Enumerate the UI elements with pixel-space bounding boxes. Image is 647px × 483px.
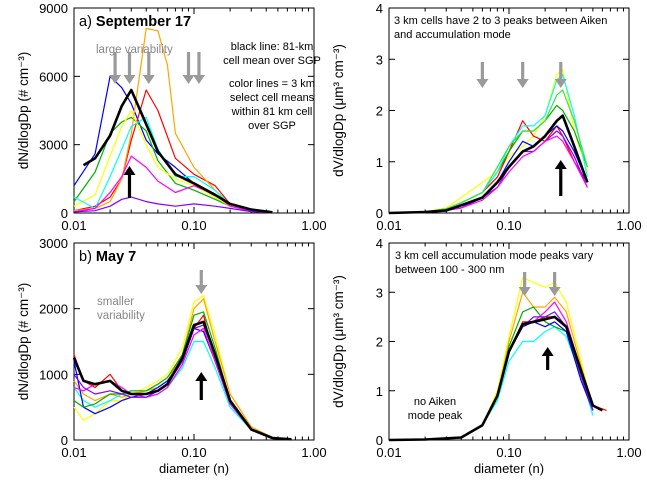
annotation-text: large variability <box>96 44 173 56</box>
series-line-3km <box>73 196 273 214</box>
annotation-text: no Aiken <box>414 396 456 408</box>
annotation-text: 3 km cells have 2 to 3 peaks between Aik… <box>394 15 607 27</box>
annotation-text: and accumulation mode <box>394 29 511 41</box>
x-tick-label: 0.10 <box>496 445 521 460</box>
gray-arrow-icon <box>142 52 155 84</box>
gray-arrow-icon <box>548 272 561 296</box>
gray-arrow-icon <box>554 62 567 88</box>
chart-panel-c: 0.01 0.10 1.00 0 1000 2000 3000 dN/dlogDp (# cm… <box>16 236 327 476</box>
annotation-text: cell mean over SGP <box>223 55 321 67</box>
annotation-text: within 81 km cell <box>231 106 313 118</box>
series-line-3km <box>388 326 594 441</box>
series-line-3km <box>388 89 588 214</box>
annotation-text: over SGP <box>248 120 296 132</box>
mean-line-81km <box>82 88 273 214</box>
y-tick-label: 2 <box>376 104 383 119</box>
x-axis-label: diameter (n) <box>159 461 229 476</box>
x-tick-label: 0.01 <box>61 445 86 460</box>
annotation-text: between 100 - 300 nm <box>395 264 504 276</box>
y-tick-label: 0 <box>61 206 68 221</box>
y-axis-label: dV/dlogDp (μm³ cm⁻³) <box>331 44 346 177</box>
series-line-3km <box>388 130 588 214</box>
y-tick-label: 3 <box>376 285 383 300</box>
y-tick-label: 3000 <box>39 138 68 153</box>
y-tick-label: 1000 <box>39 367 68 382</box>
y-tick-label: 3000 <box>39 236 68 251</box>
black-arrow-icon <box>541 347 554 370</box>
series-group <box>388 276 607 442</box>
y-tick-label: 0 <box>376 433 383 448</box>
x-tick-label: 0.01 <box>376 445 401 460</box>
series-line-3km <box>73 155 273 214</box>
black-arrow-icon <box>123 166 136 198</box>
x-tick-label: 1.00 <box>616 445 641 460</box>
x-tick-label: 0.10 <box>181 218 206 233</box>
panel-label: a) September 17 <box>79 14 191 30</box>
x-tick-label: 1.00 <box>301 445 326 460</box>
series-group <box>72 294 292 441</box>
x-tick-label: 0.10 <box>181 445 206 460</box>
y-tick-label: 2000 <box>39 302 68 317</box>
chart-panel-a: 0.01 0.10 1.00 0 3000 6000 9000 dN/dlogDp (# cm… <box>16 1 327 233</box>
gray-arrow-icon <box>109 52 122 84</box>
y-axis-label: dV/dlogDp (μm³ cm⁻³) <box>331 275 346 408</box>
annotation-text: variability <box>97 310 145 322</box>
y-tick-label: 6000 <box>39 69 68 84</box>
gray-arrow-icon <box>516 62 529 88</box>
annotation-text: black line: 81-km <box>231 41 314 53</box>
annotation-text: 3 km cell accumulation mode peaks vary <box>395 250 594 262</box>
annotation-text: color lines = 3 km <box>229 78 315 90</box>
annotation-text: mode peak <box>408 410 463 422</box>
series-line-3km <box>73 311 292 440</box>
gray-arrow-icon <box>192 52 205 84</box>
mean-line-81km <box>388 315 603 442</box>
series-line-3km <box>388 321 594 441</box>
mean-line-81km <box>72 320 292 441</box>
gray-arrow-icon <box>476 62 489 88</box>
y-axis-label: dN/dlogDp (# cm⁻³) <box>16 283 31 400</box>
annotation-text: select cell means <box>230 92 315 104</box>
chart-panel-d: 0.01 0.10 1.00 0 1 2 3 4 dV/dlogDp (μm³ cm⁻³) dia… <box>331 236 642 476</box>
gray-arrow-icon <box>195 270 208 294</box>
x-tick-label: 0.10 <box>496 218 521 233</box>
series-line-3km <box>73 109 273 214</box>
y-axis-label: dN/dlogDp (# cm⁻³) <box>16 52 31 169</box>
x-tick-label: 1.00 <box>301 218 326 233</box>
black-arrow-icon <box>554 160 567 196</box>
y-tick-label: 1 <box>376 155 383 170</box>
series-line-3km <box>73 116 273 214</box>
series-line-3km <box>73 116 273 214</box>
series-line-3km <box>73 314 292 440</box>
series-line-3km <box>388 135 588 214</box>
y-tick-label: 0 <box>376 206 383 221</box>
y-tick-label: 4 <box>376 1 383 16</box>
x-axis-label: diameter (n) <box>474 461 544 476</box>
series-line-3km <box>388 125 588 214</box>
y-tick-label: 3 <box>376 52 383 67</box>
mean-line-81km <box>388 114 589 215</box>
y-tick-label: 4 <box>376 236 383 251</box>
black-arrow-icon <box>195 372 208 400</box>
x-tick-label: 0.01 <box>376 218 401 233</box>
gray-arrow-icon <box>182 52 195 84</box>
gray-arrow-icon <box>123 52 136 84</box>
series-group <box>73 27 273 214</box>
y-tick-label: 2 <box>376 335 383 350</box>
chart-panel-b: 0.01 0.10 1.00 0 1 2 3 4 dV/dlogDp (μm³ cm⁻³) 3 k… <box>331 1 642 233</box>
gray-arrow-icon <box>518 272 531 296</box>
y-tick-label: 0 <box>61 433 68 448</box>
annotation-text: smaller <box>97 296 134 308</box>
x-tick-label: 0.01 <box>61 218 86 233</box>
y-tick-label: 9000 <box>39 1 68 16</box>
y-tick-label: 1 <box>376 384 383 399</box>
panel-label: b) May 7 <box>79 249 136 265</box>
x-tick-label: 1.00 <box>616 218 641 233</box>
series-group <box>388 68 589 215</box>
